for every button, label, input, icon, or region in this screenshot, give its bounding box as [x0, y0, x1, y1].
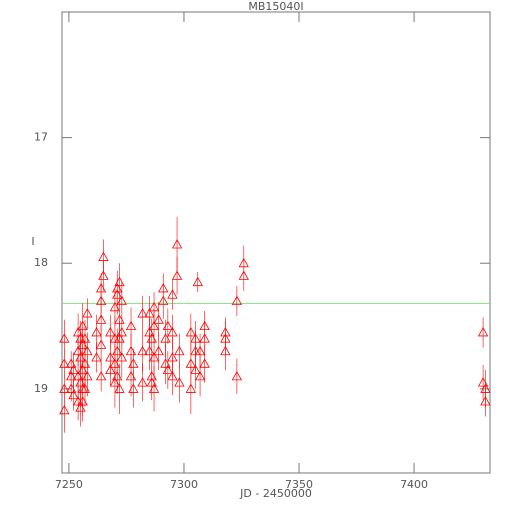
data-point — [114, 383, 125, 393]
y-axis-label: I — [31, 235, 34, 248]
chart-title: MB15040I — [248, 0, 303, 13]
data-point — [82, 370, 93, 381]
data-point — [220, 345, 231, 356]
data-point — [95, 339, 107, 349]
x-tick-label: 7250 — [55, 478, 83, 491]
plot-frame — [61, 11, 491, 474]
data-point — [185, 383, 197, 393]
data-point — [116, 326, 128, 337]
data-point — [59, 404, 70, 415]
data-point — [167, 289, 178, 299]
data-point — [82, 308, 93, 318]
data-point — [153, 345, 164, 356]
data-point — [174, 377, 185, 387]
y-tick-label: 17 — [34, 131, 48, 144]
data-point — [194, 345, 206, 356]
data-point — [185, 326, 197, 337]
data-point — [98, 251, 109, 261]
x-tick-label: 7400 — [400, 478, 428, 491]
y-tick-label: 19 — [34, 382, 48, 395]
data-point — [128, 358, 139, 368]
data-point — [199, 358, 210, 368]
data-point — [116, 352, 128, 362]
data-point — [137, 308, 148, 318]
data-point — [480, 396, 491, 406]
data-point — [231, 295, 243, 305]
data-point — [171, 270, 183, 280]
data-point — [68, 389, 79, 400]
data-point — [68, 364, 79, 374]
data-point — [162, 364, 174, 374]
x-tick-label: 7350 — [285, 478, 313, 491]
data-point — [171, 239, 183, 249]
data-point — [238, 257, 249, 268]
data-point — [174, 345, 185, 356]
data-point — [98, 270, 109, 280]
data-point — [148, 383, 160, 393]
data-point — [59, 333, 70, 343]
data-point — [231, 370, 243, 381]
data-point — [114, 276, 125, 287]
data-point — [137, 345, 148, 356]
data-point — [116, 295, 128, 305]
data-point — [192, 276, 203, 287]
y-tick-label: 18 — [34, 256, 48, 269]
data-point — [199, 333, 210, 343]
data-point — [153, 314, 164, 324]
x-axis-label: JD - 2450000 — [239, 487, 312, 500]
data-point — [95, 314, 107, 324]
x-tick-label: 7300 — [170, 478, 198, 491]
data-point — [167, 370, 178, 381]
data-point — [477, 326, 489, 337]
data-point — [91, 326, 102, 337]
data-point — [91, 352, 102, 362]
data-point — [105, 326, 116, 337]
data-point — [144, 308, 155, 318]
data-point — [167, 326, 178, 337]
data-point — [59, 358, 70, 368]
data-point — [158, 295, 169, 305]
data-point — [194, 370, 206, 381]
data-point — [125, 320, 137, 331]
data-point — [162, 320, 174, 331]
data-point — [105, 364, 116, 374]
data-point — [137, 377, 148, 387]
data-point — [128, 383, 139, 393]
data-point — [82, 345, 93, 356]
data-point — [148, 352, 160, 362]
data-point — [190, 364, 201, 374]
data-point — [148, 320, 160, 331]
data-point — [95, 370, 107, 381]
